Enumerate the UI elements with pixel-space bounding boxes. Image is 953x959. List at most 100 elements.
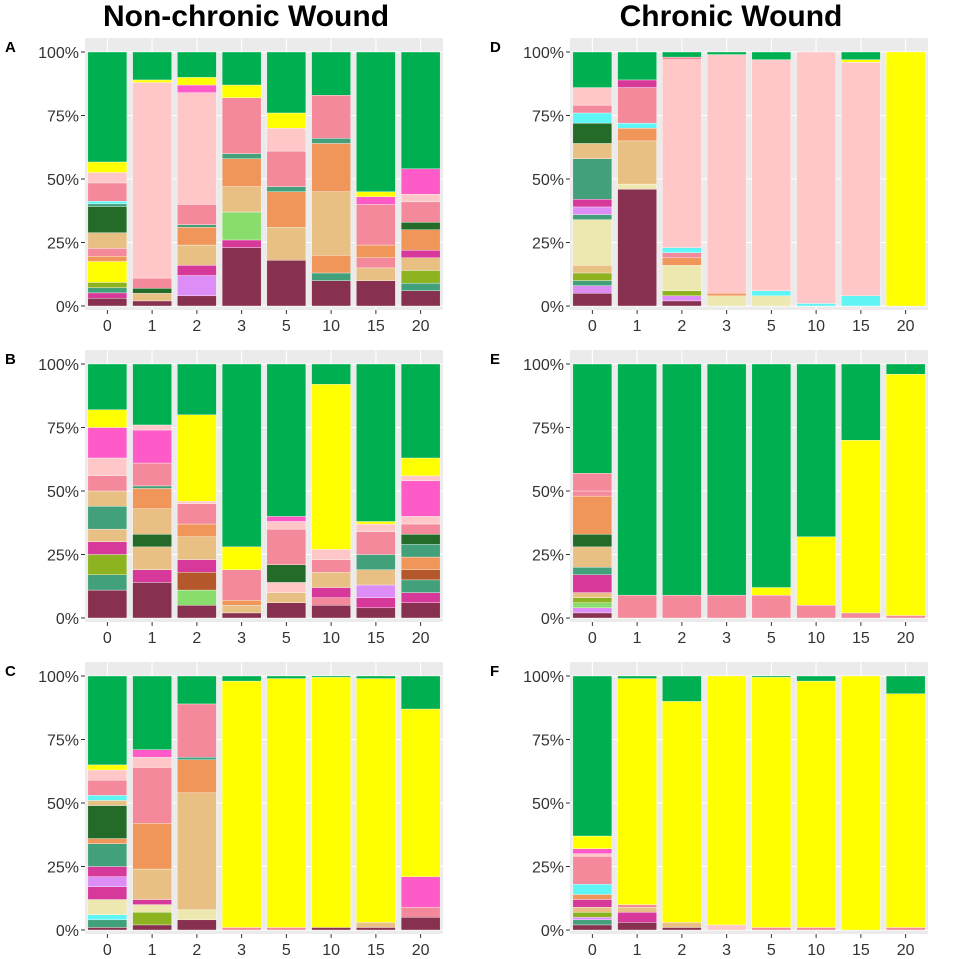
bar-segment-e-0-9 — [572, 495, 613, 535]
bar-segment-f-5-1 — [751, 677, 792, 928]
bar-segment-f-1-0 — [617, 922, 657, 931]
bar-segment-f-1-3 — [617, 904, 657, 908]
panel-label-a: A — [5, 39, 16, 56]
bar-segment-b-15-4 — [356, 554, 396, 570]
bar-segment-b-15-8 — [356, 363, 396, 522]
bar-segment-c-3-0 — [221, 927, 262, 931]
x-tick-label: 0 — [103, 318, 112, 335]
bar-segment-b-1-5 — [132, 488, 172, 509]
bar-segment-f-3-1 — [706, 675, 747, 926]
bar-segment-d-2-1 — [662, 295, 702, 302]
x-tick-label: 3 — [237, 318, 246, 335]
bar-segment-d-2-8 — [662, 56, 702, 60]
y-tick-label: 100% — [38, 669, 79, 686]
bar-segment-a-5-5 — [266, 128, 307, 152]
x-tick-label: 20 — [412, 630, 430, 647]
bar-segment-b-10-0 — [311, 605, 351, 619]
bar-segment-d-2-6 — [662, 247, 702, 253]
y-tick-label: 0% — [56, 923, 79, 940]
bar-segment-a-20-10 — [400, 51, 441, 170]
bar-segment-b-1-1 — [132, 569, 172, 583]
bar-segment-f-20-0 — [885, 927, 926, 931]
bar-segment-a-0-14 — [87, 51, 128, 163]
bar-segment-d-5-3 — [751, 51, 792, 60]
x-tick-label: 15 — [852, 942, 870, 959]
bar-segment-a-2-4 — [177, 227, 217, 246]
bar-segment-d-10-1 — [796, 51, 836, 304]
bar-segment-d-3-0 — [706, 295, 747, 307]
bar-segment-f-20-1 — [885, 693, 926, 928]
bar-segment-a-15-7 — [356, 51, 396, 192]
bar-segment-d-10-0 — [796, 303, 836, 307]
bar-segment-f-0-10 — [572, 848, 613, 854]
bar-segment-c-20-4 — [400, 675, 441, 710]
bar-segment-f-3-0 — [706, 924, 747, 931]
bar-segment-b-0-9 — [87, 427, 128, 459]
bar-segment-b-15-2 — [356, 584, 396, 598]
bar-segment-c-15-2 — [356, 678, 396, 923]
bar-segment-a-2-10 — [177, 51, 217, 78]
bar-segment-c-1-6 — [132, 767, 172, 824]
bar-segment-a-10-7 — [311, 51, 351, 96]
bar-segment-e-1-0 — [617, 594, 657, 619]
bar-segment-d-1-7 — [617, 51, 657, 81]
bar-segment-e-3-1 — [706, 363, 747, 596]
x-tick-label: 15 — [367, 942, 385, 959]
bar-segment-f-0-9 — [572, 853, 613, 857]
x-tick-label: 2 — [677, 630, 686, 647]
bar-segment-a-20-1 — [400, 282, 441, 291]
bar-segment-f-0-4 — [572, 906, 613, 913]
bar-segment-c-2-5 — [177, 703, 217, 758]
bar-segment-b-3-1 — [221, 605, 262, 614]
bar-segment-b-2-7 — [177, 500, 217, 504]
bar-segment-c-3-1 — [221, 680, 262, 928]
bar-segment-b-2-0 — [177, 605, 217, 619]
bar-segment-a-0-3 — [87, 282, 128, 288]
bar-segment-a-0-2 — [87, 287, 128, 294]
bar-segment-c-5-1 — [266, 678, 307, 928]
x-tick-label: 15 — [852, 630, 870, 647]
x-tick-label: 15 — [852, 318, 870, 335]
bar-segment-c-2-1 — [177, 909, 217, 921]
panels-group: A0%25%50%75%100%0 1 2 3 5 10 15 20B0%25%50%75%1… — [5, 38, 928, 959]
bar-segment-a-3-3 — [221, 186, 262, 213]
y-tick-label: 50% — [47, 172, 79, 189]
bar-segment-a-20-6 — [400, 222, 441, 230]
bar-segment-d-15-3 — [841, 51, 881, 60]
bar-segment-d-0-14 — [572, 87, 613, 106]
bar-segment-b-1-0 — [132, 582, 172, 619]
bar-segment-b-20-3 — [400, 569, 441, 581]
y-tick-label: 50% — [532, 172, 564, 189]
x-tick-label: 3 — [237, 630, 246, 647]
x-tick-label: 5 — [767, 630, 776, 647]
y-tick-label: 100% — [38, 357, 79, 374]
bar-segment-b-3-2 — [221, 600, 262, 606]
y-tick-label: 25% — [532, 236, 564, 253]
bar-segment-a-20-0 — [400, 290, 441, 307]
bar-segment-d-2-7 — [662, 59, 702, 248]
bar-segment-e-10-2 — [796, 363, 836, 537]
panel-label-e: E — [490, 351, 500, 368]
bar-segment-e-0-11 — [572, 473, 613, 492]
bar-segment-c-20-3 — [400, 708, 441, 877]
bar-segment-e-0-3 — [572, 597, 613, 603]
bar-segment-d-1-1 — [617, 183, 657, 190]
y-tick-label: 25% — [47, 860, 79, 877]
y-tick-label: 100% — [523, 45, 564, 62]
bar-segment-c-0-10 — [87, 800, 128, 806]
bar-segment-b-0-0 — [87, 589, 128, 619]
bar-segment-f-15-0 — [841, 675, 881, 931]
bar-segment-d-5-2 — [751, 59, 792, 291]
bar-segment-a-10-3 — [311, 191, 351, 256]
bar-segment-c-2-6 — [177, 675, 217, 705]
bar-segment-d-2-4 — [662, 257, 702, 266]
panel-label-d: D — [490, 39, 501, 56]
panel-label-b: B — [5, 351, 16, 368]
bar-segment-f-0-2 — [572, 917, 613, 921]
bar-segment-c-0-14 — [87, 764, 128, 771]
bar-segment-a-20-2 — [400, 270, 441, 284]
bar-segment-b-5-5 — [266, 521, 307, 530]
bar-segment-d-0-6 — [572, 214, 613, 220]
y-tick-label: 25% — [47, 548, 79, 565]
bar-segment-c-0-11 — [87, 795, 128, 801]
